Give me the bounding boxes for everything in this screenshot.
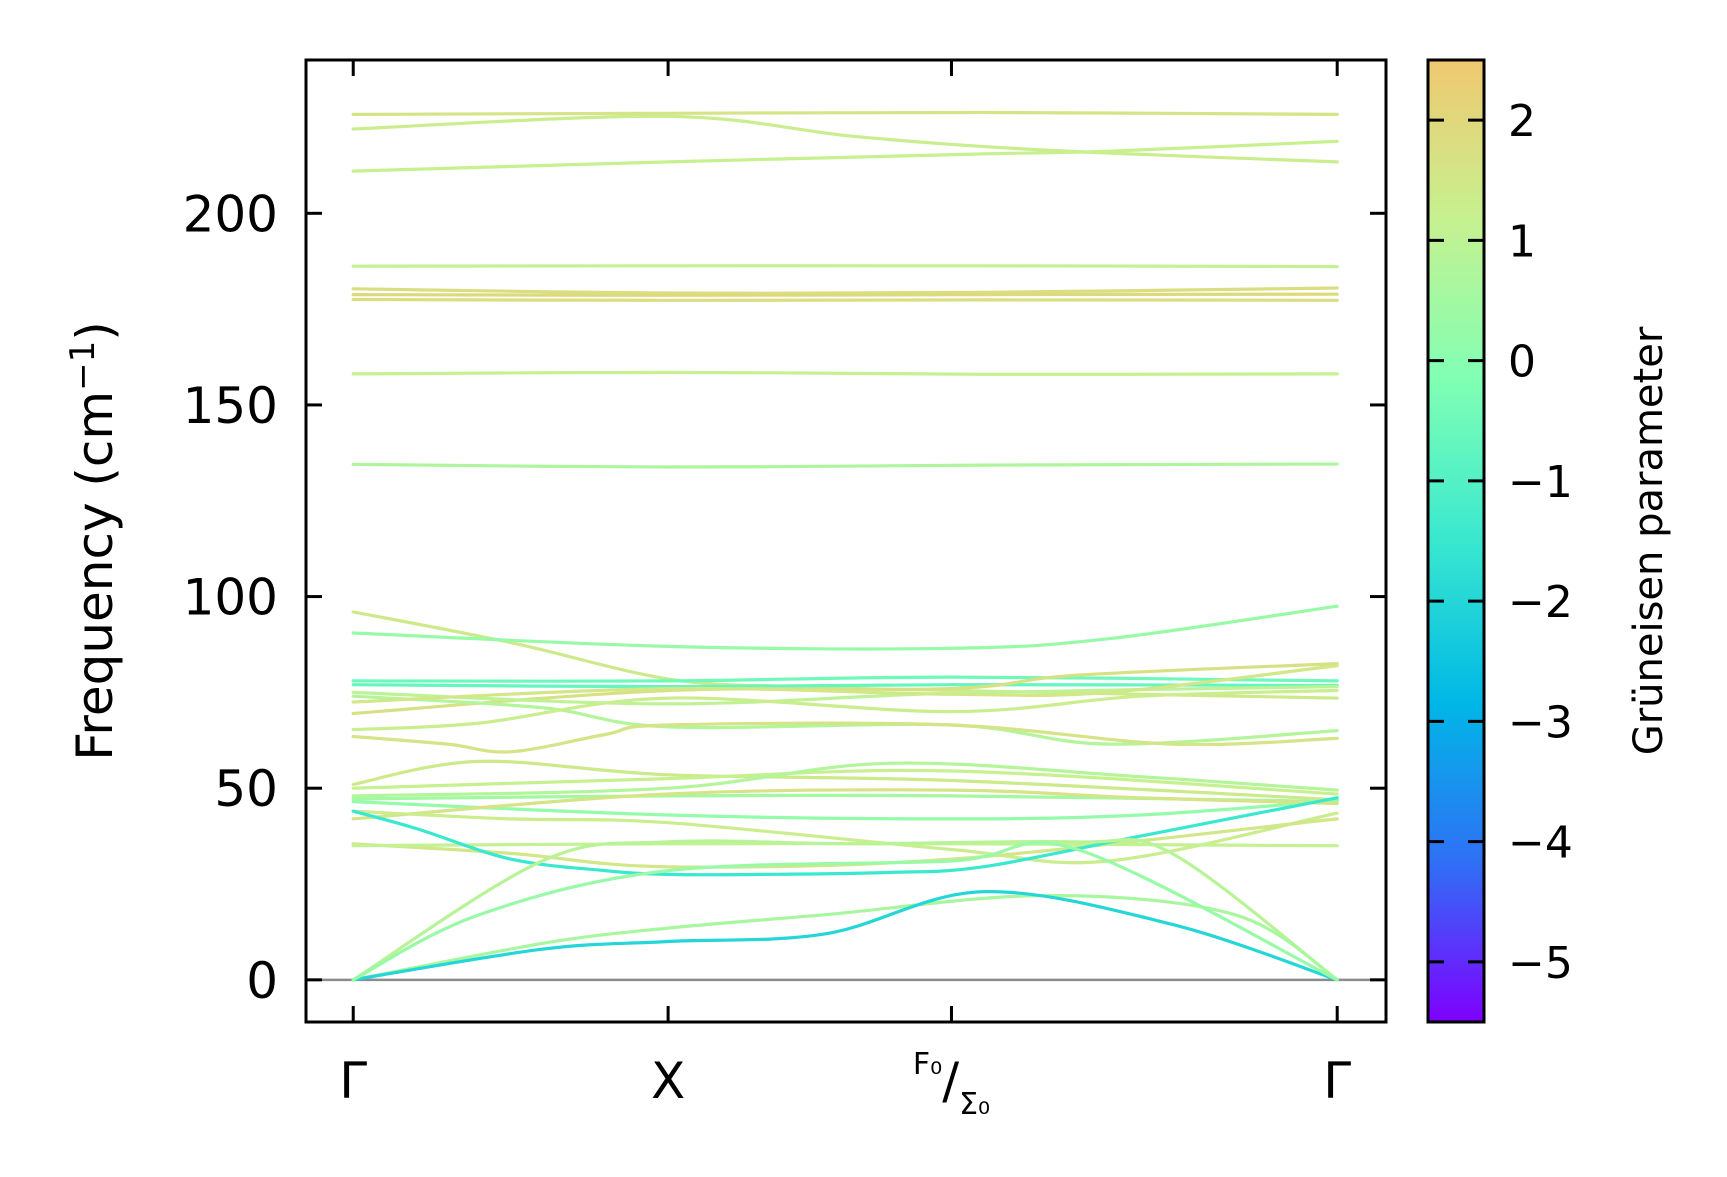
band-line-30 [351, 893, 1339, 982]
band-line-1 [351, 114, 1339, 164]
y-axis-ticks: 0 50 100 150 200 [183, 185, 1386, 1010]
colorbar: 2 1 0 −1 −2 −3 −4 −5 Grüneisen parameter [1426, 58, 1672, 1024]
x-tick-label: X [651, 1052, 685, 1110]
band-line-2 [351, 139, 1339, 173]
band-line-11 [351, 675, 1339, 683]
y-tick-label: 100 [183, 569, 278, 627]
cb-tick-label: 1 [1508, 216, 1536, 267]
cb-tick-label: −1 [1508, 457, 1573, 508]
cb-tick-label: −5 [1508, 938, 1573, 989]
y-tick-label: 0 [246, 952, 278, 1010]
band-line-0 [351, 110, 1339, 116]
band-line-10 [351, 604, 1339, 651]
band-line-32 [351, 840, 1339, 982]
cb-tick-label: −4 [1508, 818, 1573, 869]
band-line-6 [351, 297, 1339, 302]
band-line-31 [351, 890, 1339, 982]
band-line-25 [351, 809, 1339, 865]
x-tick-label: Γ [1323, 1052, 1351, 1110]
plot-area [306, 110, 1386, 982]
band-line-7 [351, 370, 1339, 376]
x-tick-label: F₀/Σ₀ [913, 1047, 990, 1122]
band-line-14 [351, 685, 1339, 706]
band-line-5 [351, 292, 1339, 297]
cb-tick-label: 2 [1508, 96, 1536, 147]
band-line-18 [351, 721, 1339, 754]
cb-tick-label: −2 [1508, 577, 1573, 628]
band-line-3 [351, 264, 1339, 269]
band-line-17 [351, 688, 1339, 732]
x-axis-ticks: Γ X F₀/Σ₀ Γ [339, 60, 1351, 1122]
band-line-24 [351, 788, 1339, 821]
plot-frame [304, 58, 1388, 1024]
y-tick-label: 150 [183, 377, 278, 435]
band-series-group [306, 110, 1386, 982]
band-line-23 [351, 798, 1339, 821]
colorbar-title: Grüneisen parameter [1626, 326, 1672, 755]
band-line-4 [351, 286, 1339, 295]
band-line-21 [351, 761, 1339, 798]
cb-tick-label: 0 [1508, 337, 1536, 388]
band-line-16 [351, 664, 1339, 704]
y-tick-label: 200 [183, 185, 278, 243]
y-tick-label: 50 [214, 760, 278, 818]
band-line-20 [351, 768, 1339, 796]
cb-tick-label: −3 [1508, 697, 1573, 748]
y-axis-title: Frequency (cm−1) [63, 321, 124, 761]
band-line-8 [351, 462, 1339, 469]
band-line-29 [351, 838, 1339, 982]
colorbar-gradient [1426, 58, 1486, 1024]
x-tick-label: Γ [339, 1052, 367, 1110]
colorbar-ticks: 2 1 0 −1 −2 −3 −4 −5 [1428, 96, 1573, 989]
